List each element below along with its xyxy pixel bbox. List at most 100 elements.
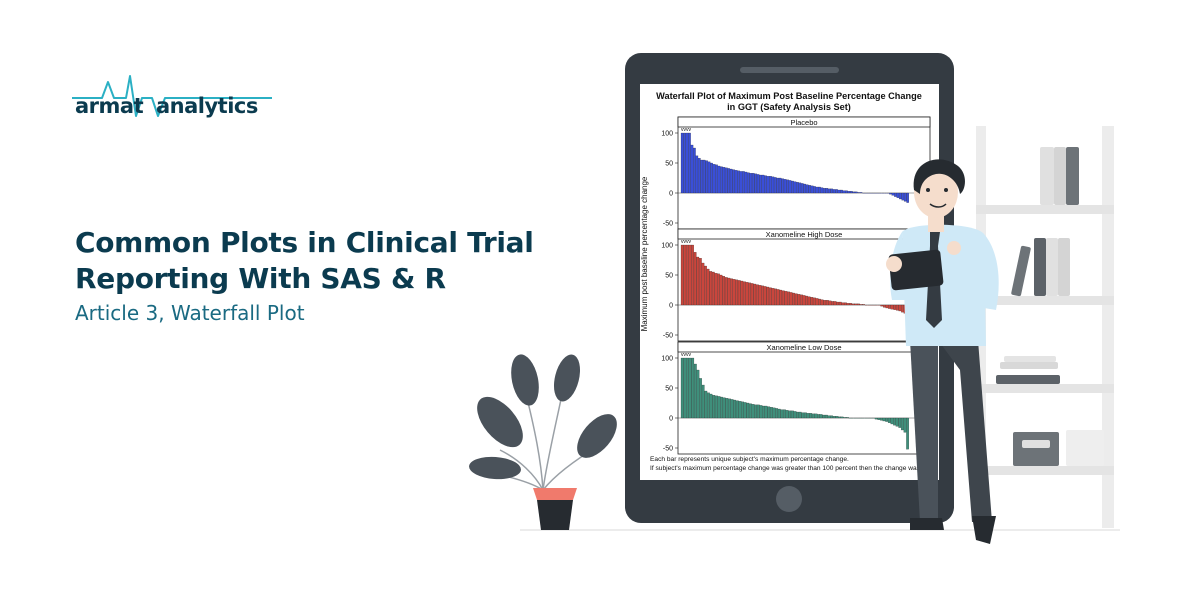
waterfall-bar (774, 288, 777, 306)
waterfall-bar (690, 144, 694, 194)
waterfall-bar (889, 192, 892, 195)
waterfall-bar (803, 183, 806, 194)
shelf-board (976, 205, 1114, 214)
home-button[interactable] (776, 486, 802, 512)
waterfall-bar (838, 416, 841, 419)
waterfall-bar (688, 357, 692, 419)
waterfall-bar (822, 414, 826, 419)
waterfall-bar (720, 396, 723, 419)
waterfall-bar (810, 185, 814, 194)
waterfall-bar (833, 301, 837, 306)
waterfall-bar (906, 417, 909, 450)
waterfall-bar (701, 384, 705, 419)
waterfall-bar (719, 274, 723, 306)
waterfall-bar (717, 165, 721, 194)
waterfall-bar (732, 169, 735, 194)
waterfall-bar (813, 297, 816, 306)
waterfall-bar (739, 171, 743, 194)
waterfall-bar (685, 132, 689, 194)
binder (1054, 147, 1066, 205)
waterfall-bar (843, 417, 847, 419)
waterfall-bar (727, 168, 730, 194)
waterfall-bar (693, 147, 696, 194)
waterfall-bar (710, 162, 713, 194)
waterfall-bar (717, 396, 721, 419)
waterfall-bar (699, 258, 702, 306)
floor-line (520, 529, 1120, 531)
potted-plant-illustration (465, 350, 625, 536)
logo-word-analytics: analytics (156, 94, 258, 118)
waterfall-bar (754, 173, 757, 194)
storage-box-label (1022, 440, 1050, 448)
waterfall-bar (895, 417, 899, 427)
waterfall-bar (838, 301, 842, 306)
chart-title: in GGT (Safety Analysis Set) (727, 102, 851, 112)
waterfall-bar (850, 191, 853, 194)
chart-footnote: Each bar represents unique subject's max… (650, 456, 849, 463)
waterfall-bar (696, 369, 700, 419)
waterfall-bar (702, 159, 706, 194)
waterfall-bar (874, 417, 878, 420)
waterfall-bar (737, 170, 740, 194)
waterfall-bar (756, 284, 759, 306)
waterfall-bar (777, 408, 781, 419)
binder (1058, 238, 1070, 296)
waterfall-bar (781, 290, 785, 306)
waterfall-bar (903, 192, 907, 202)
page-title-line-2: Reporting With SAS & R (75, 262, 446, 295)
waterfall-bar (683, 357, 687, 419)
waterfall-bar (802, 295, 806, 306)
waterfall-bar (740, 280, 744, 306)
waterfall-bar (809, 413, 812, 419)
y-tick-label: 50 (665, 161, 673, 168)
y-tick-label: 100 (661, 131, 673, 138)
waterfall-bar (827, 188, 831, 194)
panel-strip (677, 116, 931, 128)
waterfall-bar (764, 405, 768, 419)
waterfall-bar (830, 188, 833, 194)
waterfall-bar (680, 357, 684, 419)
waterfall-bar (783, 179, 787, 194)
capped-marker: vvvv (681, 352, 692, 358)
waterfall-bar (722, 397, 726, 419)
tablet-speaker (740, 67, 839, 73)
waterfall-bar (769, 176, 772, 194)
waterfall-bar (806, 413, 810, 419)
waterfall-bar (693, 252, 697, 306)
waterfall-bar (753, 283, 757, 306)
waterfall-bar (766, 286, 770, 306)
shelf-post-right (1102, 126, 1114, 528)
waterfall-bar (893, 417, 896, 426)
waterfall-bar (798, 182, 802, 194)
waterfall-bar (733, 399, 736, 419)
y-tick-label: 100 (661, 356, 673, 363)
waterfall-bar (749, 173, 753, 194)
waterfall-bar (728, 398, 731, 419)
binder (1034, 238, 1046, 296)
binder (1010, 245, 1032, 297)
waterfall-bar (832, 189, 836, 194)
logo-word-armat: armat (75, 94, 144, 118)
waterfall-bar (835, 189, 838, 194)
waterfall-bar (818, 186, 821, 194)
y-tick-label: 50 (665, 273, 673, 280)
waterfall-bar (846, 417, 849, 419)
waterfall-bar (776, 177, 780, 194)
waterfall-bar (845, 190, 848, 194)
waterfall-bar (794, 293, 798, 306)
y-tick-label: 50 (665, 386, 673, 393)
waterfall-bar (780, 409, 784, 419)
waterfall-bar (841, 302, 845, 306)
waterfall-bar (724, 277, 728, 306)
waterfall-bar (859, 192, 863, 194)
waterfall-bar (788, 410, 792, 419)
waterfall-bar (759, 174, 762, 194)
brand-logo[interactable]: armat analytics (72, 72, 272, 128)
y-tick-label: -50 (663, 446, 673, 453)
chart-title: Waterfall Plot of Maximum Post Baseline … (656, 91, 922, 101)
waterfall-bar (808, 185, 811, 194)
waterfall-bar (854, 303, 858, 306)
waterfall-bar (817, 414, 820, 419)
tablet-screen: Waterfall Plot of Maximum Post Baseline … (640, 84, 939, 480)
y-tick-label: -50 (663, 333, 673, 340)
